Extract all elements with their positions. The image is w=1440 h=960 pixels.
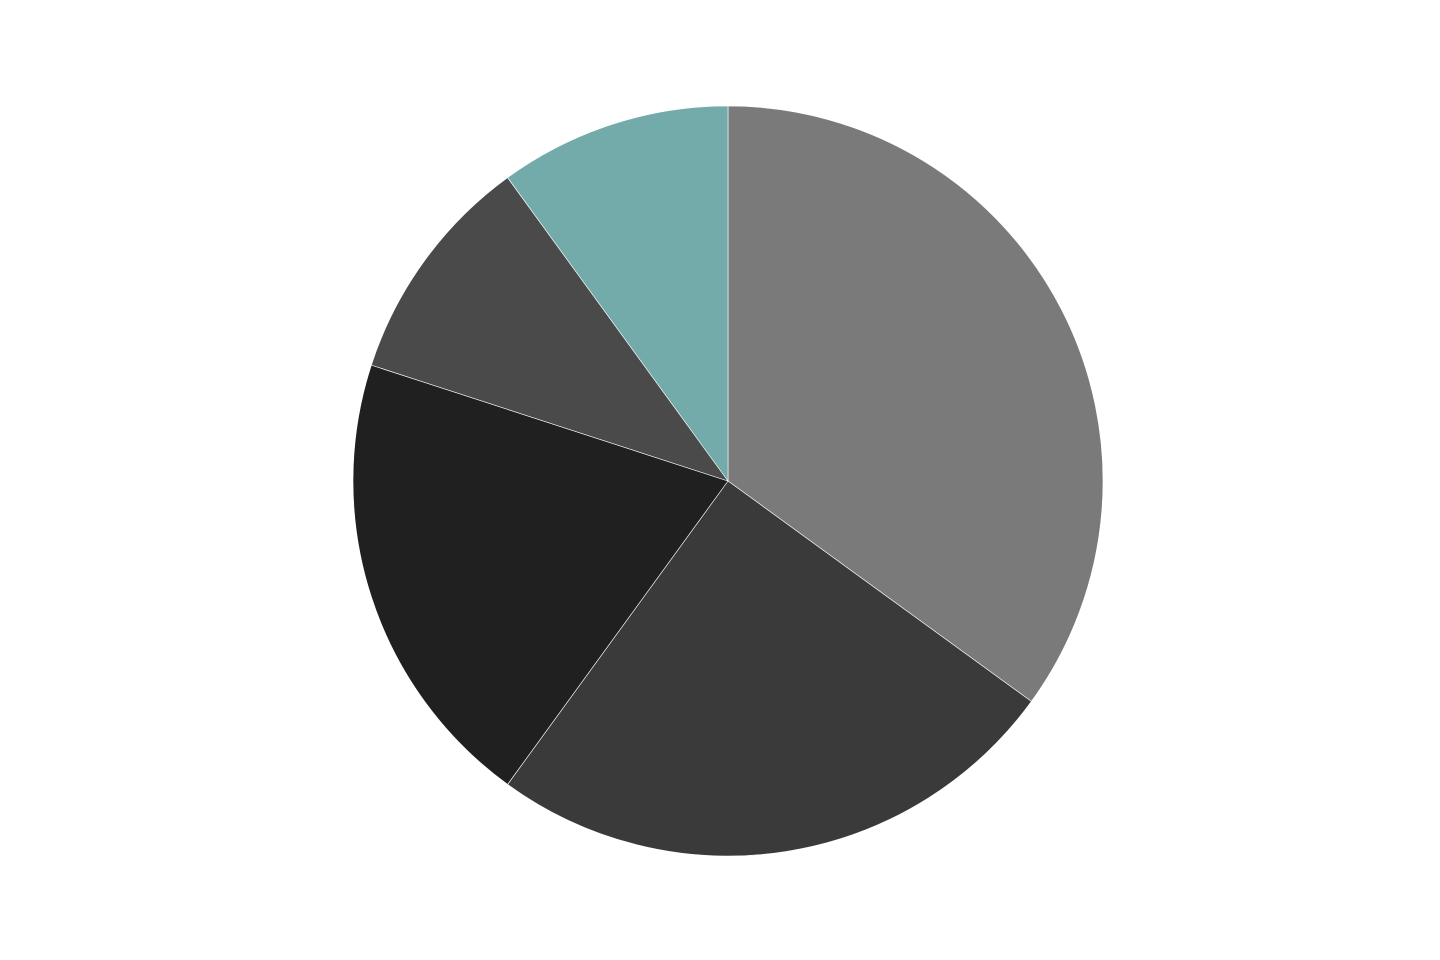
pie-slice-5 bbox=[507, 105, 729, 482]
pie-slices bbox=[352, 105, 1104, 857]
pie-slice-4 bbox=[370, 177, 729, 482]
pie-slice-3 bbox=[352, 364, 729, 785]
pie-slice-2 bbox=[507, 480, 1032, 857]
pie-slice-1 bbox=[727, 105, 1104, 702]
